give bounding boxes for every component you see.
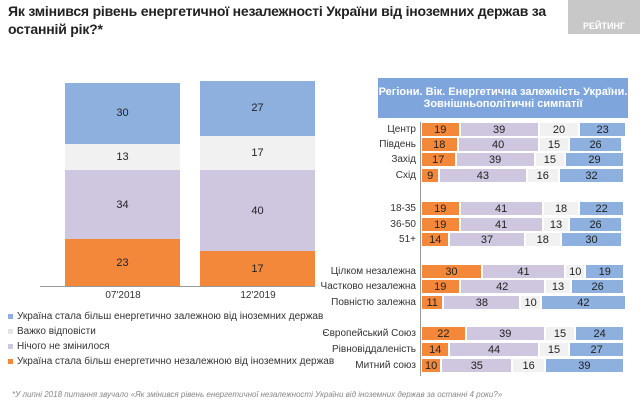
bar-segment: 43 bbox=[440, 169, 526, 182]
row-label: Повністю залежна bbox=[331, 297, 416, 308]
bar-segment: 40 bbox=[200, 170, 315, 252]
bar-segment: 34 bbox=[65, 170, 180, 240]
bar-segment: 13 bbox=[543, 218, 569, 231]
right-chart-title: Регіони. Вік. Енергетична залежність Укр… bbox=[378, 78, 628, 118]
x-tick-label: 12'2019 bbox=[240, 290, 276, 301]
bar-segment: 17 bbox=[422, 153, 455, 166]
bar-segment: 39 bbox=[460, 123, 538, 136]
row-label: Європейський Союз bbox=[322, 328, 416, 339]
row-label: Центр bbox=[387, 124, 416, 135]
bar-segment: 15 bbox=[545, 327, 575, 340]
bar-segment: 11 bbox=[422, 296, 443, 309]
row-label: 51+ bbox=[399, 234, 416, 245]
bar-segment: 44 bbox=[450, 343, 538, 356]
bar-segment: 42 bbox=[541, 296, 626, 309]
bar-segment: 18 bbox=[525, 233, 561, 246]
row-label: 18-35 bbox=[390, 203, 416, 214]
x-axis bbox=[40, 286, 315, 287]
x-tick-label: 07'2018 bbox=[105, 290, 141, 301]
bar-segment: 19 bbox=[586, 265, 623, 278]
legend-swatch bbox=[8, 314, 13, 319]
logo-text: РЕЙТИНГ bbox=[582, 21, 626, 31]
rating-logo: РЕЙТИНГ bbox=[568, 0, 640, 34]
legend-label: Нічого не змінилося bbox=[17, 341, 110, 352]
bar-segment: 19 bbox=[422, 123, 459, 136]
bar-segment: 30 bbox=[562, 233, 621, 246]
bar-segment: 26 bbox=[570, 138, 621, 151]
bar-segment: 14 bbox=[422, 233, 449, 246]
bar-segment: 38 bbox=[444, 296, 520, 309]
bar-segment: 16 bbox=[527, 169, 559, 182]
legend-item: Україна стала більш енергетично залежною… bbox=[8, 311, 323, 322]
bar-segment: 15 bbox=[535, 153, 565, 166]
bar-segment: 32 bbox=[560, 169, 623, 182]
bar-segment: 27 bbox=[200, 80, 315, 136]
bar-segment: 18 bbox=[422, 138, 457, 151]
bar-segment: 41 bbox=[460, 202, 542, 215]
bar-segment: 19 bbox=[422, 218, 459, 231]
bar-segment: 9 bbox=[422, 169, 439, 182]
legend-swatch bbox=[8, 359, 13, 364]
row-label: Схід bbox=[395, 170, 416, 181]
bar-segment: 24 bbox=[576, 327, 623, 340]
bar-segment: 41 bbox=[482, 265, 565, 278]
bar-segment: 29 bbox=[566, 153, 623, 166]
page-title: Як змінився рівень енергетичної незалежн… bbox=[8, 3, 546, 37]
bar-segment: 23 bbox=[65, 239, 180, 286]
bar-segment: 13 bbox=[65, 143, 180, 171]
bar-segment: 26 bbox=[572, 280, 623, 293]
row-label: Цілком незалежна bbox=[330, 266, 416, 277]
bar-segment: 14 bbox=[422, 343, 449, 356]
legend-item: Україна стала більш енергетично незалежн… bbox=[8, 356, 334, 367]
bar-segment: 39 bbox=[466, 327, 544, 340]
row-label: Південь bbox=[379, 139, 416, 150]
bar-segment: 18 bbox=[543, 202, 579, 215]
bar-segment: 17 bbox=[200, 135, 315, 171]
bar-segment: 15 bbox=[539, 138, 569, 151]
row-label: Митний союз bbox=[355, 360, 416, 371]
bar-segment: 41 bbox=[460, 218, 542, 231]
bar-segment: 37 bbox=[450, 233, 524, 246]
bar-segment: 27 bbox=[570, 343, 623, 356]
bar-segment: 10 bbox=[422, 359, 441, 372]
bar-segment: 39 bbox=[545, 359, 623, 372]
bar-segment: 22 bbox=[422, 327, 465, 340]
bar-segment: 19 bbox=[422, 202, 459, 215]
bar-segment: 10 bbox=[521, 296, 540, 309]
bar-segment: 23 bbox=[580, 123, 626, 136]
bar-segment: 17 bbox=[200, 251, 315, 286]
legend-item: Нічого не змінилося bbox=[8, 341, 110, 352]
bar-segment: 30 bbox=[422, 265, 481, 278]
footnote: *У липні 2018 питання звучало «Як змінив… bbox=[12, 390, 503, 399]
legend-label: Україна стала більш енергетично залежною… bbox=[17, 311, 324, 322]
bar-segment: 19 bbox=[422, 280, 459, 293]
legend-swatch bbox=[8, 329, 13, 334]
row-label: Частково незалежна bbox=[320, 281, 416, 292]
bar-segment: 30 bbox=[65, 83, 180, 144]
bar-segment: 16 bbox=[513, 359, 544, 372]
row-label: 36-50 bbox=[390, 219, 416, 230]
bar-segment: 22 bbox=[580, 202, 623, 215]
y-axis bbox=[420, 122, 421, 376]
bar-segment: 13 bbox=[545, 280, 571, 293]
row-label: Рівновіддаленість bbox=[332, 344, 416, 355]
legend-label: Україна стала більш енергетично незалежн… bbox=[17, 356, 335, 367]
legend-swatch bbox=[8, 344, 13, 349]
row-label: Захід bbox=[391, 154, 416, 165]
legend-label: Важко відповісти bbox=[17, 326, 96, 337]
bar-segment: 15 bbox=[539, 343, 569, 356]
bar-segment: 35 bbox=[442, 359, 512, 372]
bar-segment: 26 bbox=[570, 218, 621, 231]
bar-segment: 39 bbox=[456, 153, 534, 166]
bar-segment: 40 bbox=[458, 138, 538, 151]
bar-segment: 42 bbox=[460, 280, 544, 293]
legend-item: Важко відповісти bbox=[8, 326, 96, 337]
bar-segment: 10 bbox=[566, 265, 585, 278]
bar-segment: 20 bbox=[539, 123, 579, 136]
